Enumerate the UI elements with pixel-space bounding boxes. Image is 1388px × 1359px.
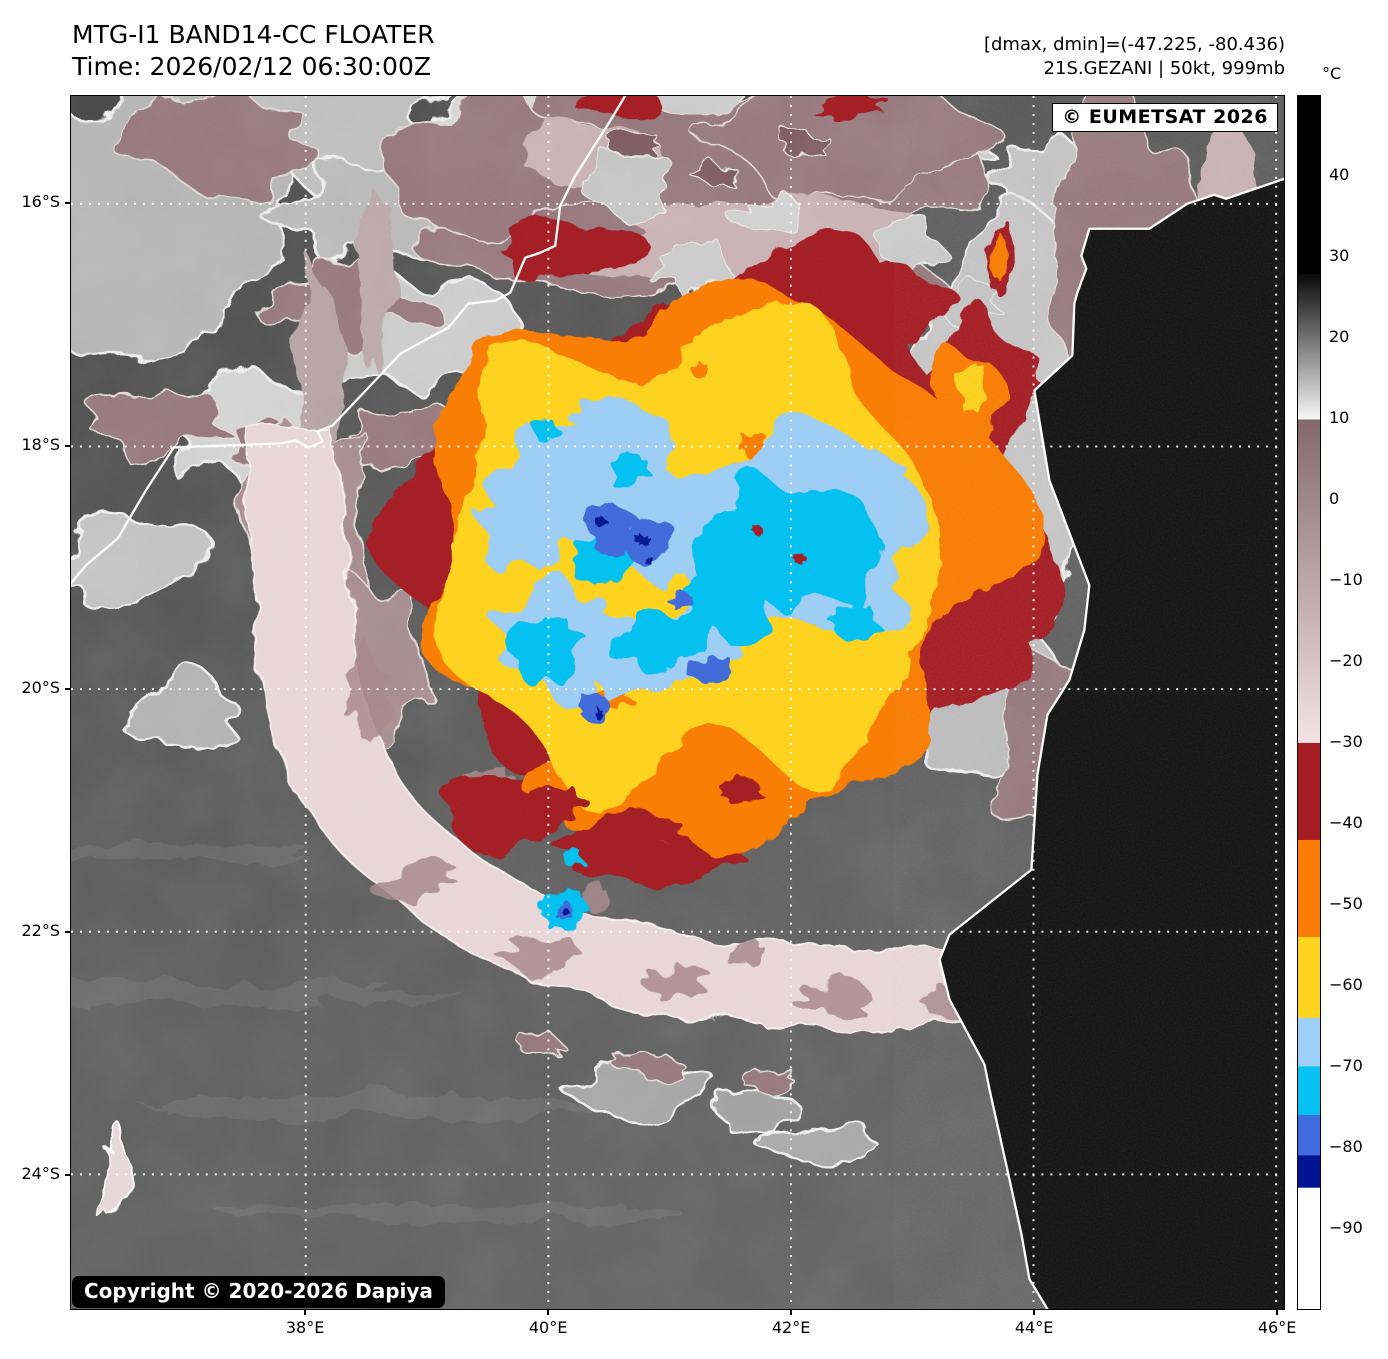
time-label: Time: 2026/02/12 06:30:00Z [72,52,431,81]
colorbar-tick-label: −80 [1329,1137,1363,1156]
lat-tick-label: 18°S [21,435,60,455]
lon-tick-mark [1276,1310,1278,1315]
lat-tick-mark [65,1174,70,1176]
colorbar-tick-label: −60 [1329,975,1363,994]
colorbar-scale [1298,96,1320,1309]
colorbar-tick-label: 40 [1329,165,1350,184]
lat-tick-mark [65,931,70,933]
colorbar-tick-label: −10 [1329,570,1363,589]
storm-info-label: 21S.GEZANI | 50kt, 999mb [1043,58,1285,79]
colorbar-tick-label: −70 [1329,1056,1363,1075]
lon-tick-label: 46°E [1257,1318,1297,1337]
lat-tick-label: 20°S [21,678,60,698]
eumetsat-badge: © EUMETSAT 2026 [1052,103,1278,132]
colorbar-unit-label: °C [1322,64,1342,83]
colorbar [1297,95,1321,1310]
lon-tick-label: 40°E [528,1318,568,1337]
lat-tick-label: 22°S [21,921,60,941]
dmax-dmin-label: [dmax, dmin]=(-47.225, -80.436) [983,34,1285,55]
copyright-badge: Copyright © 2020-2026 Dapiya [72,1276,445,1308]
lat-tick-mark [65,445,70,447]
lon-tick-mark [547,1310,549,1315]
map-frame: © EUMETSAT 2026 Copyright © 2020-2026 Da… [70,95,1285,1310]
lon-tick-label: 42°E [771,1318,811,1337]
colorbar-tick-label: 0 [1329,489,1340,508]
lon-tick-mark [790,1310,792,1315]
product-title: MTG-I1 BAND14-CC FLOATER [72,20,435,49]
colorbar-tick-label: −30 [1329,732,1363,751]
lon-tick-mark [304,1310,306,1315]
lon-tick-mark [1033,1310,1035,1315]
lon-tick-label: 38°E [285,1318,325,1337]
colorbar-tick-label: −90 [1329,1218,1363,1237]
colorbar-tick-label: −40 [1329,813,1363,832]
lat-tick-label: 24°S [21,1164,60,1184]
satellite-image [71,96,1284,1309]
colorbar-tick-label: −50 [1329,894,1363,913]
colorbar-tick-label: 30 [1329,246,1350,265]
lat-tick-mark [65,688,70,690]
colorbar-tick-label: −20 [1329,651,1363,670]
annotation-block: [dmax, dmin]=(-47.225, -80.436) 21S.GEZA… [984,33,1285,81]
colorbar-tick-label: 10 [1329,408,1350,427]
lon-tick-label: 44°E [1014,1318,1054,1337]
lat-tick-label: 16°S [21,192,60,212]
colorbar-tick-label: 20 [1329,327,1350,346]
lat-tick-mark [65,202,70,204]
